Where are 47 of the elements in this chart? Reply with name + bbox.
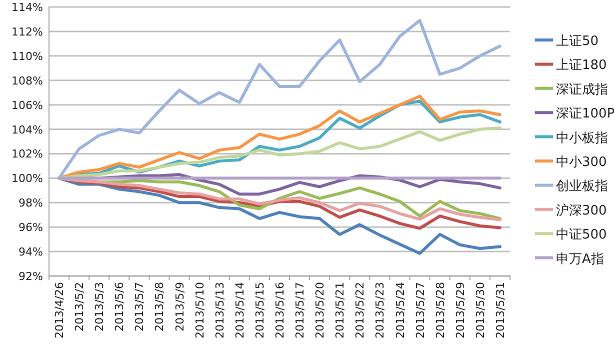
- x-tick-label: 2013/5/7: [133, 282, 146, 332]
- line-series: [58, 18, 502, 180]
- x-tick-label: 2013/5/21: [334, 282, 347, 338]
- x-tick-label: 2013/5/14: [233, 282, 246, 338]
- y-tick-label: 100%: [12, 172, 43, 186]
- y-tick-label: 110%: [12, 50, 43, 63]
- legend-label: 上证180: [556, 58, 607, 74]
- x-tick-label: 2013/5/20: [314, 282, 327, 338]
- x-tick-label: 2013/4/26: [53, 282, 66, 338]
- x-tick-label: 2013/5/24: [394, 282, 407, 338]
- x-tick-label: 2013/5/30: [474, 282, 487, 338]
- y-tick-label: 112%: [12, 25, 43, 38]
- x-tick-label: 2013/5/10: [193, 282, 206, 338]
- y-tick-label: 94%: [18, 246, 43, 259]
- x-tick-label: 2013/5/22: [354, 282, 367, 338]
- legend-label: 中小300: [556, 155, 607, 170]
- legend-label: 创业板指: [556, 179, 608, 194]
- x-tick-label: 2013/5/29: [454, 282, 467, 338]
- x-tick-label: 2013/5/16: [274, 282, 286, 338]
- x-tick-label: 2013/5/23: [374, 282, 387, 338]
- line-series: [58, 176, 502, 255]
- x-tick-label: 2013/5/27: [414, 282, 427, 338]
- legend-label: 深证100P: [556, 106, 614, 122]
- x-tick-label: 2013/5/2: [73, 282, 86, 332]
- y-tick-label: 104%: [12, 123, 43, 136]
- y-tick-label: 102%: [12, 148, 43, 161]
- y-tick-label: 98%: [18, 196, 43, 210]
- legend-label: 沪深300: [556, 202, 607, 218]
- legend-label: 上证50: [556, 34, 599, 49]
- y-tick-label: 92%: [18, 270, 43, 283]
- legend-label: 中小板指: [556, 130, 608, 146]
- x-tick-label: 2013/5/13: [213, 282, 226, 338]
- legend-label: 深证成指: [556, 82, 608, 98]
- x-tick-label: 2013/5/8: [153, 282, 166, 332]
- y-tick-label: 96%: [18, 221, 43, 234]
- legend-label: 中证500: [556, 228, 607, 243]
- x-tick-label: 2013/5/3: [93, 282, 106, 332]
- x-tick-label: 2013/5/9: [173, 282, 186, 332]
- legend-label: 申万A指: [556, 252, 604, 267]
- y-tick-label: 114%: [12, 1, 43, 14]
- x-tick-label: 2013/5/17: [294, 282, 307, 338]
- y-tick-label: 106%: [12, 98, 43, 112]
- y-tick-label: 108%: [12, 74, 43, 88]
- x-tick-label: 2013/5/15: [253, 282, 266, 338]
- x-tick-label: 2013/5/28: [434, 282, 447, 338]
- x-tick-label: 2013/5/31: [494, 282, 507, 338]
- x-tick-label: 2013/5/6: [113, 282, 126, 332]
